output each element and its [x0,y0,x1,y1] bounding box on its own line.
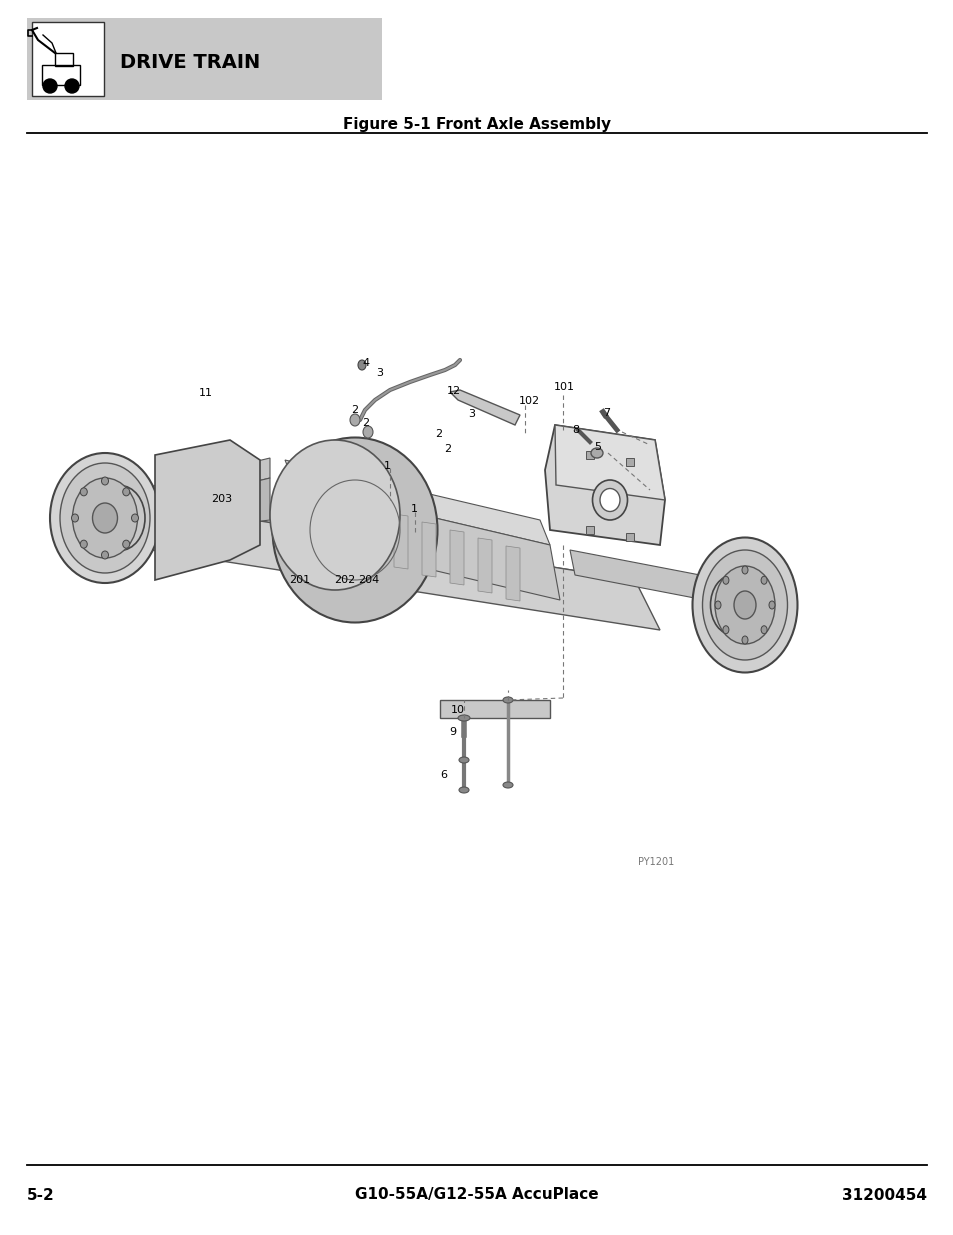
Ellipse shape [101,477,109,485]
Polygon shape [95,495,659,630]
Ellipse shape [599,489,619,511]
Polygon shape [145,478,270,535]
Ellipse shape [502,697,513,703]
Text: 5: 5 [594,442,600,452]
Text: 102: 102 [518,396,539,406]
Ellipse shape [123,488,130,495]
Ellipse shape [60,463,150,573]
Ellipse shape [273,437,437,622]
Ellipse shape [714,566,774,643]
Text: 5-2: 5-2 [27,1188,54,1203]
Text: G10-55A/G12-55A AccuPlace: G10-55A/G12-55A AccuPlace [355,1188,598,1203]
Text: 4: 4 [361,358,369,368]
Text: 11: 11 [199,388,213,398]
Polygon shape [366,506,379,561]
Text: 31200454: 31200454 [841,1188,926,1203]
Polygon shape [285,459,550,545]
Ellipse shape [502,782,513,788]
Text: 9: 9 [449,727,456,737]
Polygon shape [294,485,559,600]
Text: DRIVE TRAIN: DRIVE TRAIN [120,53,260,72]
Polygon shape [450,530,463,585]
Ellipse shape [72,478,137,558]
Text: 2: 2 [435,429,441,438]
Bar [32,22,104,96]
Ellipse shape [123,540,130,548]
Ellipse shape [692,537,797,673]
Ellipse shape [760,577,766,584]
Text: 12: 12 [447,387,460,396]
Polygon shape [544,425,664,545]
Text: 10: 10 [451,705,464,715]
Ellipse shape [701,550,786,659]
Text: 1: 1 [411,504,417,514]
Polygon shape [95,495,639,595]
Polygon shape [337,498,352,553]
Polygon shape [154,440,260,580]
Ellipse shape [457,715,470,721]
Ellipse shape [363,426,373,438]
Text: 2: 2 [443,445,451,454]
Bar [625,458,634,466]
Ellipse shape [741,636,747,643]
Text: 6: 6 [439,769,447,781]
Ellipse shape [768,601,774,609]
Polygon shape [477,538,492,593]
Text: 203: 203 [211,494,232,504]
Ellipse shape [590,448,602,458]
Bar [585,526,594,534]
Ellipse shape [592,480,627,520]
Bar [439,700,550,718]
Ellipse shape [733,592,755,619]
Text: PY1201: PY1201 [638,857,674,867]
Ellipse shape [458,757,469,763]
Text: 2: 2 [351,405,357,415]
Ellipse shape [714,601,720,609]
Bar [585,451,594,459]
Text: 1: 1 [384,461,391,471]
Text: Figure 5-1 Front Axle Assembly: Figure 5-1 Front Axle Assembly [342,117,611,132]
Ellipse shape [350,414,359,426]
Circle shape [65,79,79,93]
Ellipse shape [50,453,160,583]
Polygon shape [310,490,324,545]
Polygon shape [394,514,408,569]
Text: 101: 101 [554,382,575,391]
Ellipse shape [722,577,728,584]
Ellipse shape [132,514,138,522]
Ellipse shape [741,566,747,574]
Polygon shape [450,390,519,425]
Ellipse shape [101,551,109,559]
Text: 202: 202 [334,576,355,585]
Ellipse shape [80,488,87,495]
Text: 201: 201 [289,576,310,585]
Polygon shape [569,550,704,600]
Ellipse shape [357,359,366,370]
Text: 3: 3 [468,409,475,419]
Polygon shape [145,458,270,508]
Ellipse shape [270,440,399,590]
Bar [27,19,381,100]
Text: 3: 3 [375,368,382,378]
Polygon shape [505,546,519,601]
Polygon shape [555,425,664,500]
Text: 2: 2 [361,417,369,429]
Ellipse shape [722,626,728,634]
Ellipse shape [80,540,87,548]
Bar [625,534,634,541]
Ellipse shape [92,503,117,534]
Circle shape [43,79,57,93]
Polygon shape [421,522,436,577]
Text: 204: 204 [357,576,379,585]
Text: 8: 8 [572,425,578,435]
Ellipse shape [760,626,766,634]
Ellipse shape [71,514,78,522]
Ellipse shape [458,787,469,793]
Text: 7: 7 [602,408,610,417]
